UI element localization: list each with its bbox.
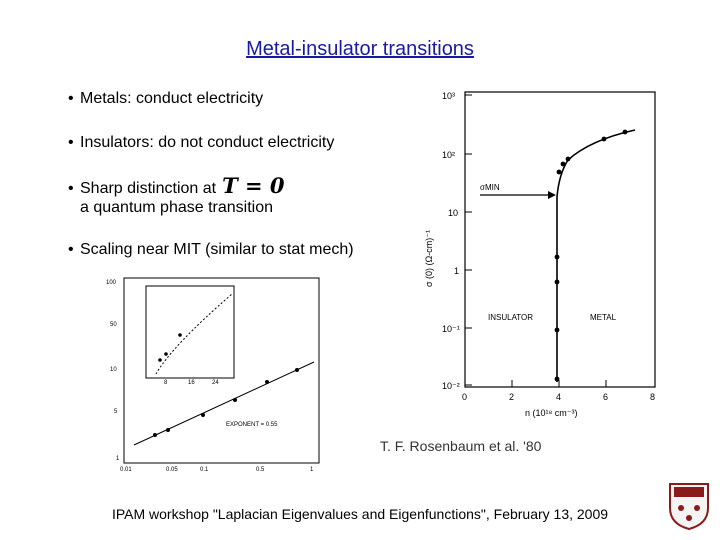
exponent-label: EXPONENT = 0.55 (226, 422, 278, 428)
bullet-metals: • Metals: conduct electricity (68, 90, 263, 108)
sigma-min-label: σMIN (480, 183, 500, 192)
x-tick: 0.01 (120, 467, 132, 473)
bullet-continuation: a quantum phase transition (80, 199, 274, 216)
arrow-head-icon (548, 191, 556, 199)
inset-frame (145, 285, 235, 379)
plot-frame (464, 91, 656, 388)
bullet-sharp-distinction: • Sharp distinction at T = 0 (68, 173, 285, 198)
bullet-scaling: • Scaling near MIT (similar to stat mech) (68, 241, 354, 259)
x-tick: 0 (462, 392, 467, 402)
inset-x-tick: 16 (188, 380, 195, 386)
metal-label: METAL (590, 313, 617, 322)
bullet-text: Scaling near MIT (similar to stat mech) (80, 241, 354, 258)
slide-title: Metal-insulator transitions (246, 38, 474, 60)
transition-curve (556, 129, 636, 382)
x-tick: 0.5 (256, 467, 265, 473)
y-tick: 10 (448, 208, 458, 218)
bullet-dot: • (68, 241, 74, 258)
inset-x-tick: 24 (212, 380, 219, 386)
x-tick: 8 (650, 392, 655, 402)
footer: IPAM workshop "Laplacian Eigenvalues and… (111, 506, 609, 522)
x-tick: 4 (556, 392, 561, 402)
university-crest-icon (669, 483, 709, 530)
bullet-dot: • (68, 90, 74, 107)
y-tick: 1 (454, 266, 459, 276)
y-tick: 5 (114, 409, 118, 415)
y-tick: 50 (110, 322, 117, 328)
bullet-text: Insulators: do not conduct electricity (80, 134, 335, 151)
scaling-plot: 100 50 10 5 1 0.01 0.05 0.1 0.5 1 [n/n_c… (106, 277, 320, 473)
insulator-label: INSULATOR (488, 313, 533, 322)
y-tick: 10³ (442, 91, 455, 101)
bullet-dot: • (68, 180, 74, 197)
y-tick: 10⁻² (442, 381, 460, 391)
math-t-equals-zero: T = 0 (222, 173, 285, 198)
bullet-insulators: • Insulators: do not conduct electricity (68, 134, 334, 152)
x-tick: 6 (603, 392, 608, 402)
x-axis-label: n (10¹⁸ cm⁻³) (525, 408, 578, 418)
y-axis-label: σ (0) (Ω-cm)⁻¹ (424, 230, 434, 287)
bullet-dot: • (68, 134, 74, 151)
x-tick: 1 (310, 467, 314, 473)
bullet-text: Sharp distinction at (80, 180, 217, 197)
conductivity-plot: 10³ 10² 10 1 10⁻¹ 10⁻² 0 2 4 6 8 n (10¹⁸… (424, 91, 656, 418)
x-tick: 0.1 (200, 467, 209, 473)
y-tick: 10⁻¹ (442, 324, 460, 334)
citation: T. F. Rosenbaum et al. '80 (380, 438, 542, 454)
y-tick: 100 (106, 280, 117, 286)
inset-x-tick: 8 (164, 380, 168, 386)
x-tick: 2 (509, 392, 514, 402)
y-tick: 10 (110, 367, 117, 373)
x-tick: 0.05 (166, 467, 178, 473)
y-tick: 1 (116, 456, 120, 462)
fit-line (133, 361, 315, 446)
y-tick: 10² (442, 150, 455, 160)
bullet-text: Metals: conduct electricity (80, 90, 264, 107)
plot-frame (123, 277, 320, 464)
